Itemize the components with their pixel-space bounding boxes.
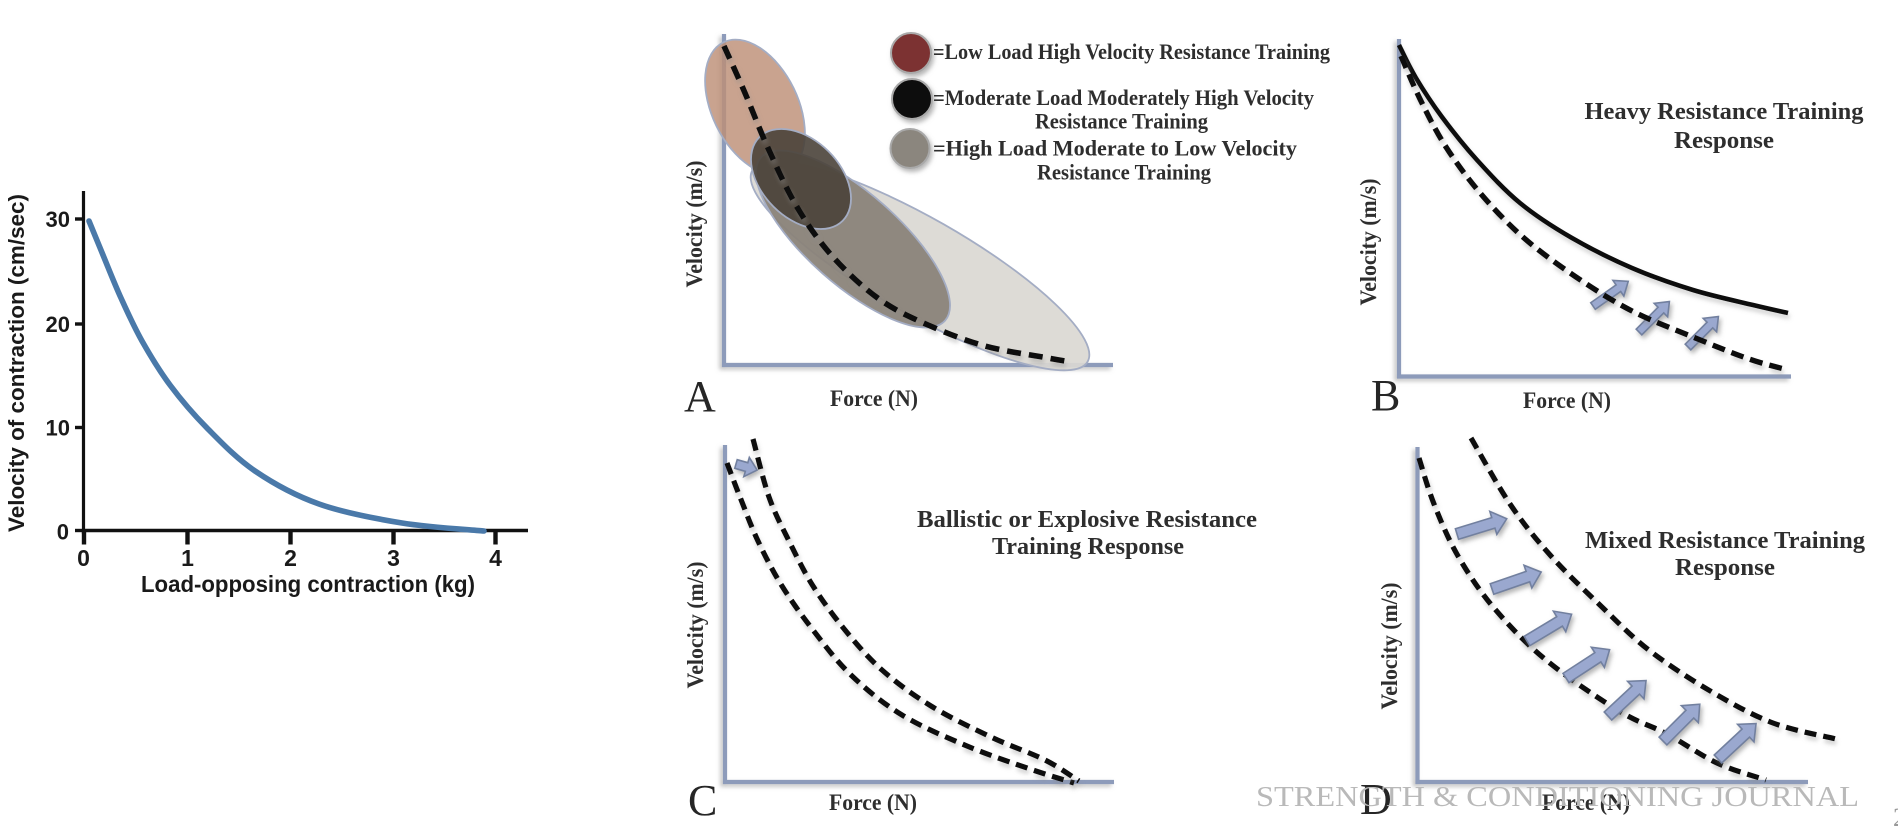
svg-text:Force (N): Force (N) [830, 386, 918, 411]
svg-text:D: D [1360, 775, 1392, 824]
svg-text:A: A [684, 372, 716, 421]
svg-text:Force (N): Force (N) [1523, 388, 1611, 413]
svg-text:Response: Response [1674, 128, 1774, 154]
svg-text:Velocity (m/s): Velocity (m/s) [1356, 179, 1381, 306]
svg-text:=Moderate Load Moderately High: =Moderate Load Moderately High Velocity [933, 85, 1315, 110]
svg-text:Resistance Training: Resistance Training [1035, 109, 1209, 134]
svg-text:20: 20 [46, 312, 70, 337]
svg-text:3: 3 [387, 545, 400, 571]
svg-text:1: 1 [181, 545, 194, 571]
svg-text:Heavy Resistance Training: Heavy Resistance Training [1585, 99, 1864, 125]
svg-text:Training Response: Training Response [992, 534, 1184, 560]
svg-text:Ballistic or Explosive Resista: Ballistic or Explosive Resistance [917, 507, 1257, 533]
svg-text:0: 0 [57, 520, 69, 545]
svg-text:Velocity (m/s): Velocity (m/s) [1377, 583, 1402, 710]
svg-text:B: B [1371, 371, 1400, 420]
svg-text:4: 4 [489, 545, 502, 571]
svg-text:Velocity of contraction (cm/se: Velocity of contraction (cm/sec) [4, 194, 29, 532]
svg-text:Load-opposing contraction (kg): Load-opposing contraction (kg) [141, 571, 475, 597]
svg-text:=High Load Moderate to Low Vel: =High Load Moderate to Low Velocity [933, 136, 1298, 161]
svg-text:STRENGTH & CONDITIONING JOURNA: STRENGTH & CONDITIONING JOURNAL [1256, 782, 1859, 813]
svg-text:Force (N): Force (N) [1542, 790, 1630, 815]
svg-text:=Low Load High Velocity Resist: =Low Load High Velocity Resistance Train… [933, 39, 1331, 64]
svg-text:0: 0 [77, 545, 90, 571]
svg-text:30: 30 [46, 207, 70, 232]
svg-text:Response: Response [1675, 555, 1775, 581]
svg-text:10: 10 [46, 416, 70, 441]
svg-text:Resistance Training: Resistance Training [1037, 160, 1212, 185]
svg-text:Velocity (m/s): Velocity (m/s) [683, 562, 708, 689]
svg-text:Force (N): Force (N) [829, 790, 917, 815]
svg-text:C: C [688, 776, 717, 825]
svg-text:2: 2 [284, 545, 297, 571]
svg-text:2: 2 [1893, 803, 1898, 832]
svg-text:Velocity (m/s): Velocity (m/s) [682, 161, 707, 288]
svg-text:Mixed Resistance Training: Mixed Resistance Training [1585, 528, 1865, 554]
